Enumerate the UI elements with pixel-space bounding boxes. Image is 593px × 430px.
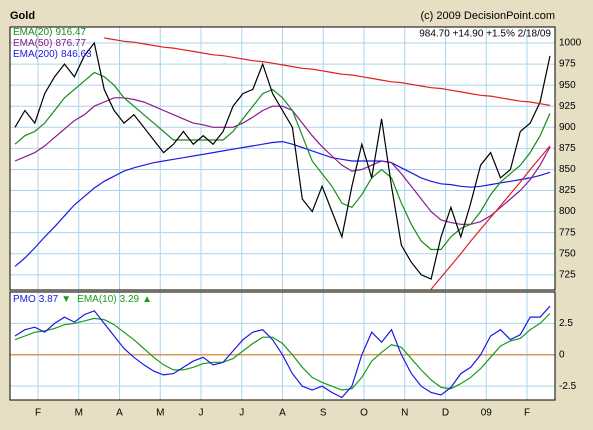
y-tick-label: 725 <box>559 269 576 280</box>
x-tick-label: F <box>524 408 530 419</box>
legend-name: EMA(20) <box>13 27 52 38</box>
legend-name: EMA(200) <box>13 49 58 60</box>
legend: PMO 3.87 ▼ EMA(10) 3.29 ▲ <box>13 294 152 305</box>
y-tick-label: 775 <box>559 227 576 238</box>
series-line <box>14 140 551 267</box>
y-tick-label: -2.5 <box>559 381 577 392</box>
series-line <box>14 41 551 280</box>
y-tick-label: 750 <box>559 248 576 259</box>
legend-value: 3.87 <box>39 294 59 305</box>
series-line <box>14 97 551 225</box>
series-line <box>104 37 551 106</box>
y-tick-label: 975 <box>559 59 576 70</box>
chart-title: Gold <box>10 10 35 22</box>
y-tick-label: 875 <box>559 143 576 154</box>
x-tick-label: N <box>401 408 408 419</box>
x-tick-label: A <box>279 408 286 419</box>
legend-value: 876.77 <box>55 38 86 49</box>
series-line <box>14 313 551 391</box>
y-tick-label: 925 <box>559 101 576 112</box>
y-tick-label: 950 <box>559 80 576 91</box>
legend-value: 3.29 <box>120 294 140 305</box>
y-tick-label: 800 <box>559 206 576 217</box>
legend-entry: EMA(200) 846.63 <box>13 49 92 60</box>
series-line <box>14 71 551 251</box>
x-tick-label: 09 <box>481 408 493 419</box>
x-tick-label: A <box>116 408 123 419</box>
x-tick-label: D <box>442 408 449 419</box>
series-line <box>14 305 551 399</box>
legend-name: EMA(50) <box>13 38 52 49</box>
legend-arrow: ▲ <box>142 294 152 305</box>
legend-value: 846.63 <box>61 49 92 60</box>
x-tick-label: M <box>156 408 164 419</box>
legend-arrow: ▼ <box>61 294 71 305</box>
y-tick-label: 1000 <box>559 38 582 49</box>
y-tick-label: 0 <box>559 349 565 360</box>
legend-value: 916.47 <box>55 27 86 38</box>
plot-frame <box>9 26 556 291</box>
y-tick-label: 900 <box>559 122 576 133</box>
legend-entry: EMA(50) 876.77 <box>13 38 86 49</box>
x-tick-label: J <box>239 408 244 419</box>
y-tick-label: 825 <box>559 185 576 196</box>
x-tick-label: M <box>75 408 83 419</box>
x-tick-label: F <box>35 408 41 419</box>
x-tick-label: O <box>360 408 368 419</box>
y-tick-label: 2.5 <box>559 318 573 329</box>
copyright: (c) 2009 DecisionPoint.com <box>420 10 555 22</box>
series-line <box>430 145 551 290</box>
legend-name: PMO <box>13 294 36 305</box>
plot-frame <box>9 291 556 401</box>
legend-name: EMA(10) <box>77 294 116 305</box>
y-tick-label: 850 <box>559 164 576 175</box>
quote: 984.70 +14.90 +1.5% 2/18/09 <box>419 29 551 40</box>
x-tick-label: S <box>320 408 327 419</box>
x-tick-label: J <box>199 408 204 419</box>
legend-entry: EMA(20) 916.47 <box>13 27 86 38</box>
